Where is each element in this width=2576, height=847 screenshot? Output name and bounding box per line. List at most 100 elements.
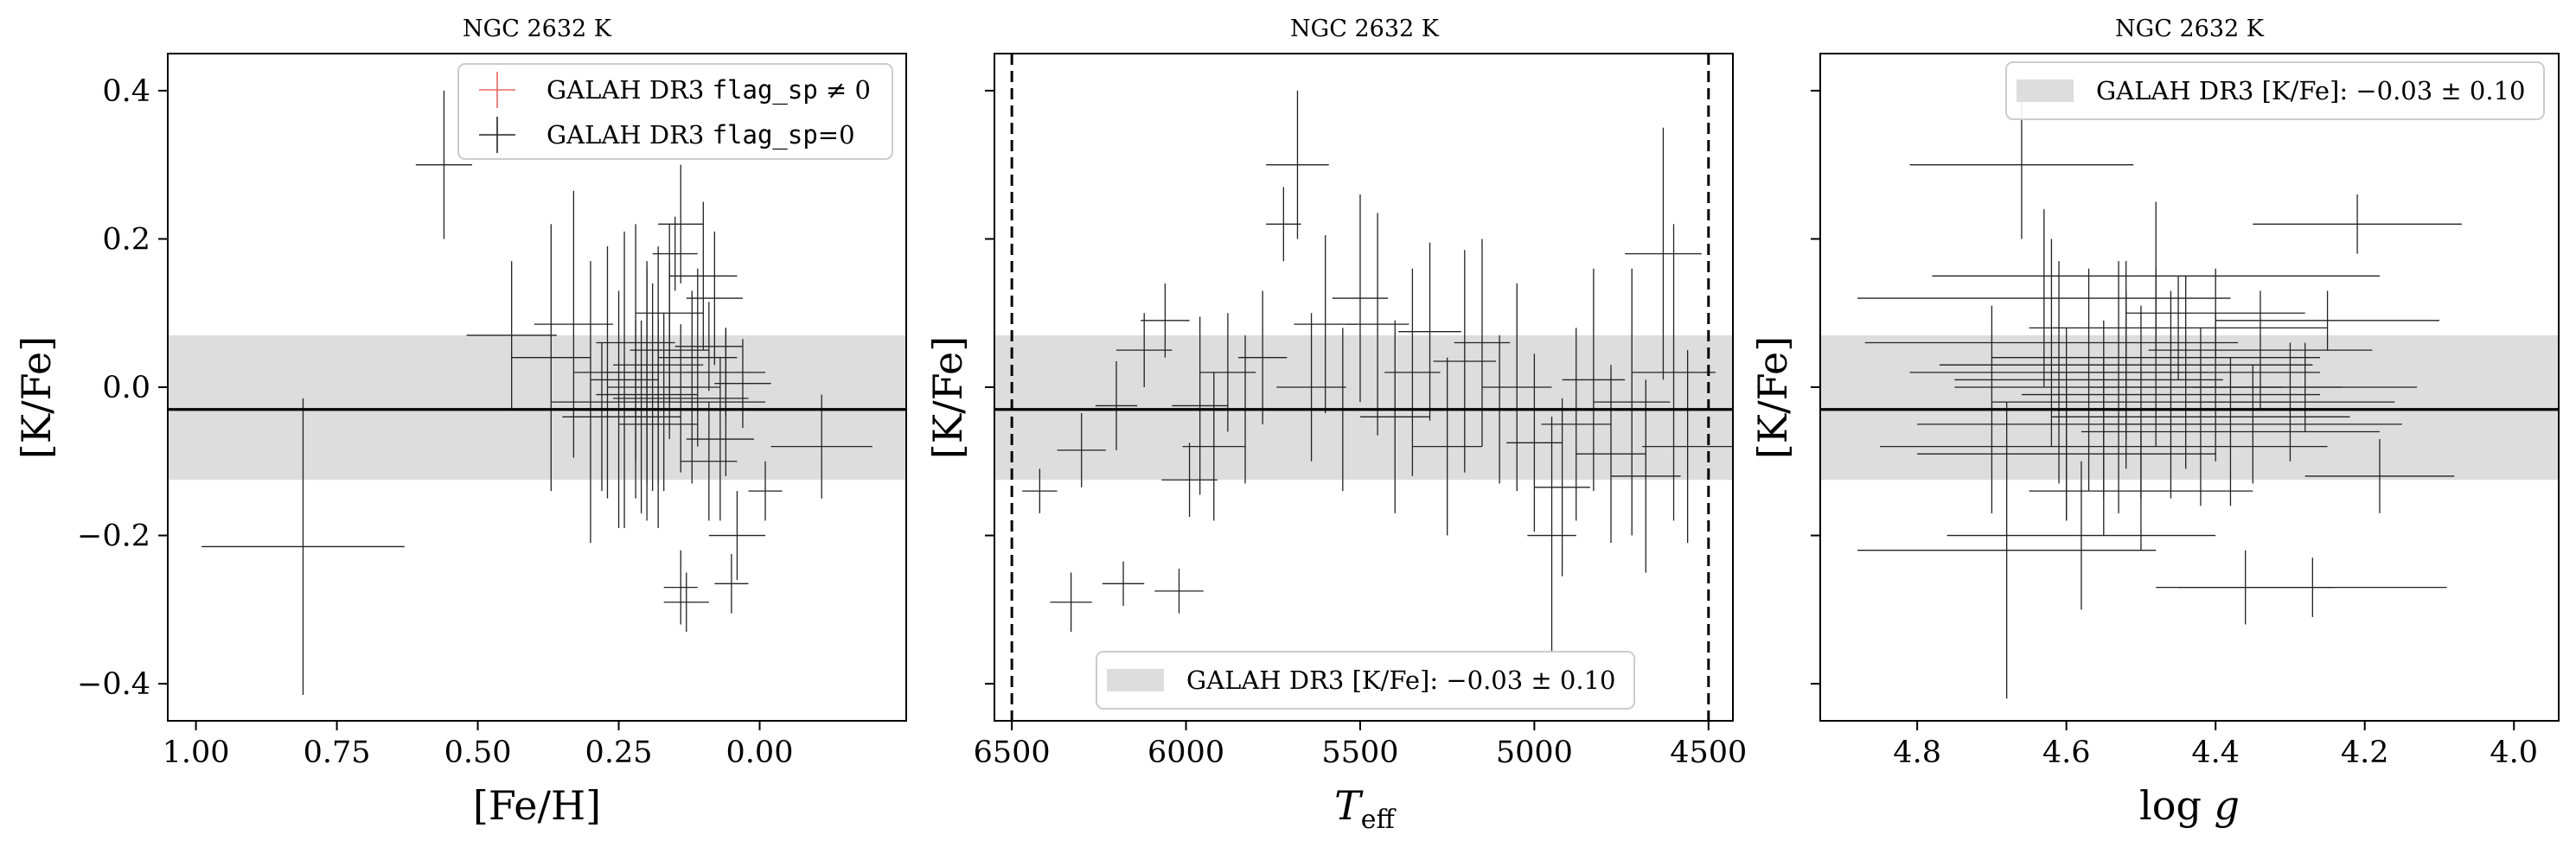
x-tick-label: 0.00 (726, 736, 794, 770)
data-point (1611, 379, 1681, 573)
data-point (596, 268, 698, 521)
panel-logg: NGC 2632 K [K/Fe] log g GALAH DR3 [K/Fe]… (1749, 16, 2560, 829)
x-tick-label: 5000 (1496, 736, 1573, 770)
data-point (1946, 461, 2216, 610)
legend-suffix: ≠ 0 (818, 75, 871, 105)
y-axis-label: [K/Fe] (1749, 336, 1796, 459)
data-point (1433, 250, 1497, 473)
y-tick-label: 0.4 (102, 74, 150, 109)
panel-title: NGC 2632 K (2115, 16, 2265, 42)
legend-marker-flagged (479, 72, 515, 108)
data-point (1346, 213, 1409, 436)
legend-frame (1096, 651, 1635, 710)
y-tick-label: 0.2 (102, 222, 150, 257)
data-point (2253, 194, 2462, 254)
data-point (1481, 283, 1552, 492)
legend-entry-band: GALAH DR3 [K/Fe]: −0.03 ± 0.10 (2096, 76, 2526, 105)
data-point (1332, 194, 1389, 403)
data-point (663, 290, 720, 484)
data-point (1541, 328, 1612, 521)
data-point (1857, 402, 2157, 699)
scatter-band (168, 334, 906, 481)
data-point (2021, 290, 2320, 499)
data-point (2193, 342, 2418, 432)
legend-entry-flagged: GALAH DR3 flag_sp ≠ 0 (547, 75, 871, 105)
data-point (551, 261, 630, 544)
legend: GALAH DR3 [K/Fe]: −0.03 ± 0.10 (1096, 651, 1635, 710)
data-point (686, 357, 754, 521)
data-point (1154, 569, 1204, 614)
data-point (2185, 342, 2395, 462)
x-axis-label: log g (2139, 782, 2240, 829)
data-point (1276, 313, 1346, 462)
legend-marker-unflagged (479, 117, 515, 153)
data-point (1359, 320, 1430, 513)
data-point (1172, 316, 1228, 495)
legend-entry-unflagged: GALAH DR3 flag_sp=0 (547, 120, 855, 150)
y-tick-label: −0.2 (77, 519, 150, 554)
x-axis-label-subscript: eff (1361, 805, 1397, 835)
data-point (1161, 443, 1218, 518)
data-point (652, 216, 698, 291)
data-point (748, 461, 783, 521)
data-point (1454, 239, 1511, 447)
scatter-band (994, 334, 1733, 481)
data-point (674, 302, 743, 392)
legend-prefix: GALAH DR3 (547, 75, 713, 105)
data-point (669, 201, 738, 351)
scatter-band (1820, 334, 2559, 481)
data-point (2051, 328, 2350, 506)
data-point (1940, 290, 2313, 440)
legend-code: flag_sp (713, 75, 818, 105)
x-tick-label: 0.25 (585, 736, 653, 770)
data-point (1506, 353, 1563, 532)
x-axis-label: [Fe/H] (473, 782, 601, 829)
data-point (1237, 290, 1288, 424)
data-point (2029, 276, 2328, 380)
data-point (663, 550, 698, 625)
data-point (1141, 283, 1190, 358)
x-tick-label: 4500 (1670, 736, 1747, 770)
legend-code: flag_sp (713, 120, 818, 150)
data-point (663, 572, 709, 633)
data-point (1022, 468, 1058, 513)
data-point (2081, 357, 2380, 506)
data-point (590, 231, 659, 528)
data-point (511, 224, 591, 492)
legend: GALAH DR3 flag_sp ≠ 0 GALAH DR3 flag_sp=… (457, 63, 893, 160)
x-tick-label: 5500 (1321, 736, 1398, 770)
data-point (681, 402, 738, 521)
x-tick-label: 0.75 (304, 736, 371, 770)
data-point (2215, 290, 2439, 351)
x-axis-label: Teff (1334, 782, 1397, 835)
panel-title: NGC 2632 K (1290, 16, 1440, 42)
x-tick-label: 1.00 (163, 736, 230, 770)
data-point (466, 261, 557, 410)
y-tick-label: −0.4 (77, 667, 150, 702)
data-point (1625, 127, 1702, 380)
data-point (2051, 276, 2320, 469)
legend-prefix: GALAH DR3 (547, 120, 713, 150)
x-tick-label: 0.50 (444, 736, 512, 770)
x-tick-label: 6500 (974, 736, 1051, 770)
x-tick-label: 6000 (1147, 736, 1224, 770)
y-axis-label: [K/Fe] (924, 336, 971, 459)
x-axis-label-g: g (2215, 782, 2240, 829)
data-point (1857, 209, 2231, 387)
data-point (1412, 357, 1482, 536)
data-point (1642, 350, 1733, 544)
data-point (1057, 413, 1106, 487)
y-axis-label: [K/Fe] (13, 336, 60, 459)
x-tick-label: 4.2 (2341, 736, 2389, 770)
legend-band-swatch (1107, 669, 1164, 691)
panel-teff: NGC 2632 K [K/Fe] Teff GALAH DR3 [K/Fe]:… (924, 16, 1747, 835)
data-point (2178, 557, 2447, 617)
data-point (1266, 187, 1301, 262)
x-tick-label: 4.0 (2490, 736, 2538, 770)
y-tick-label: 0.0 (102, 371, 150, 405)
data-point (1199, 313, 1256, 432)
legend-frame (2005, 61, 2545, 120)
data-point (1115, 313, 1173, 387)
data-point (1864, 239, 2239, 447)
panel-feh: NGC 2632 K [K/Fe] [Fe/H] GALAH DR3 flag_… (13, 16, 907, 829)
